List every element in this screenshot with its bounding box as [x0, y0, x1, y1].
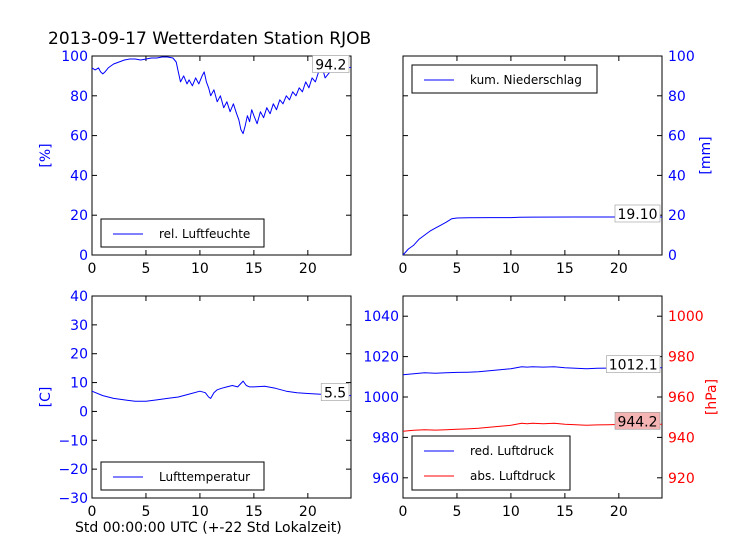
- legend-box: [100, 218, 265, 248]
- x-tick-label: 10: [502, 504, 520, 520]
- x-tick-label: 20: [299, 504, 317, 520]
- value-annotation: 1012.1: [609, 358, 658, 374]
- x-tick-label: 10: [191, 504, 209, 520]
- y-tick-label: 20: [668, 208, 686, 224]
- y-tick-label: −20: [58, 462, 88, 478]
- x-tick-label: 0: [399, 504, 408, 520]
- y-tick-label: 40: [668, 168, 686, 184]
- y-tick-label: −10: [58, 433, 88, 449]
- x-tick-label: 20: [299, 261, 317, 277]
- x-tick-label: 5: [141, 504, 150, 520]
- y-axis-label: [%]: [38, 143, 54, 167]
- legend-label: rel. Luftfeuchte: [159, 227, 250, 241]
- y-axis-label-right: [hPa]: [704, 379, 720, 415]
- y-tick-label: 80: [70, 89, 88, 105]
- y-tick-label: 80: [668, 89, 686, 105]
- y-right-tick-label: 940: [668, 430, 695, 446]
- value-annotation: 19.10: [617, 207, 657, 223]
- x-tick-label: 15: [245, 504, 263, 520]
- y-tick-label: 1000: [363, 390, 399, 406]
- legend: red. Luftdruck abs. Luftdruck: [411, 435, 571, 491]
- legend-box: [411, 64, 598, 94]
- y-axis-label: [mm]: [698, 136, 714, 174]
- x-tick-label: 20: [610, 504, 628, 520]
- value-annotation-box: [312, 55, 350, 73]
- x-tick-label: 10: [191, 261, 209, 277]
- x-tick-label: 5: [452, 504, 461, 520]
- value-annotation: 5.5: [324, 386, 346, 402]
- y-tick-label: 960: [372, 471, 399, 487]
- x-tick-label: 0: [88, 504, 97, 520]
- y-right-tick-label: 980: [668, 350, 695, 366]
- y-tick-label: 60: [668, 129, 686, 145]
- y-tick-label: 100: [61, 49, 88, 65]
- legend-label: Lufttemperatur: [159, 470, 250, 484]
- value-annotation-box: [614, 204, 661, 223]
- y-tick-label: 10: [70, 376, 88, 392]
- legend-label: red. Luftdruck: [470, 444, 554, 458]
- y-tick-label: 40: [70, 168, 88, 184]
- value-annotation: 944.2: [617, 414, 657, 430]
- panel-top-right: 0 5 10 15 20 0 20 40 60 80 100 [mm] kum. Niederschla…: [399, 49, 714, 277]
- y-tick-label: −30: [58, 491, 88, 507]
- value-annotation-box: [614, 411, 661, 430]
- legend: kum. Niederschlag: [411, 64, 598, 94]
- legend: rel. Luftfeuchte: [100, 218, 265, 248]
- x-tick-label: 20: [610, 261, 628, 277]
- y-axis-label: [C]: [38, 387, 54, 408]
- y-right-tick-label: 920: [668, 471, 695, 487]
- y-tick-label: 60: [70, 129, 88, 145]
- panel-bottom-right: 0 5 10 15 20 960 980 1000 1020 1040 920 940 960 980 10…: [363, 295, 720, 520]
- legend-box: [100, 461, 265, 491]
- panel-bottom-left: 0 5 10 15 20 −30 −20 −10 0 10 20 30 40 [C] Lufttempera…: [38, 289, 352, 520]
- y-right-tick-label: 960: [668, 390, 695, 406]
- legend-label: abs. Luftdruck: [470, 469, 555, 483]
- x-tick-label: 15: [556, 261, 574, 277]
- y-tick-label: 30: [70, 318, 88, 334]
- legend-box: [411, 435, 571, 491]
- y-tick-label: 20: [70, 208, 88, 224]
- series-line-0: [402, 216, 662, 256]
- series-line-0: [91, 380, 352, 402]
- x-axis-label: Std 00:00:00 UTC (+-22 Std Lokalzeit): [75, 520, 342, 536]
- panel-top-left: 0 5 10 15 20 0 20 40 60 80 100 [%] rel. Luftfeuchte 9…: [38, 49, 352, 277]
- legend: Lufttemperatur: [100, 461, 265, 491]
- value-annotation: 94.2: [315, 58, 346, 74]
- y-tick-label: 40: [70, 289, 88, 305]
- y-tick-label: 1020: [363, 350, 399, 366]
- x-tick-label: 15: [556, 504, 574, 520]
- value-annotation-box: [320, 383, 350, 401]
- figure-title: 2013-09-17 Wetterdaten Station RJOB: [48, 29, 371, 49]
- x-tick-label: 0: [399, 261, 408, 277]
- series-line-0: [91, 56, 351, 135]
- x-tick-label: 5: [141, 261, 150, 277]
- y-tick-label: 1040: [363, 309, 399, 325]
- x-tick-label: 15: [245, 261, 263, 277]
- y-right-tick-label: 1000: [668, 309, 704, 325]
- y-tick-label: 20: [70, 347, 88, 363]
- y-tick-label: 100: [668, 49, 695, 65]
- x-tick-label: 10: [502, 261, 520, 277]
- y-tick-label: 0: [79, 404, 88, 420]
- value-annotation-box: [606, 355, 661, 374]
- x-tick-label: 5: [452, 261, 461, 277]
- x-tick-label: 0: [88, 261, 97, 277]
- y-tick-label: 0: [668, 248, 677, 264]
- y-tick-label: 0: [79, 248, 88, 264]
- y-tick-label: 980: [372, 430, 399, 446]
- legend-label: kum. Niederschlag: [470, 73, 582, 87]
